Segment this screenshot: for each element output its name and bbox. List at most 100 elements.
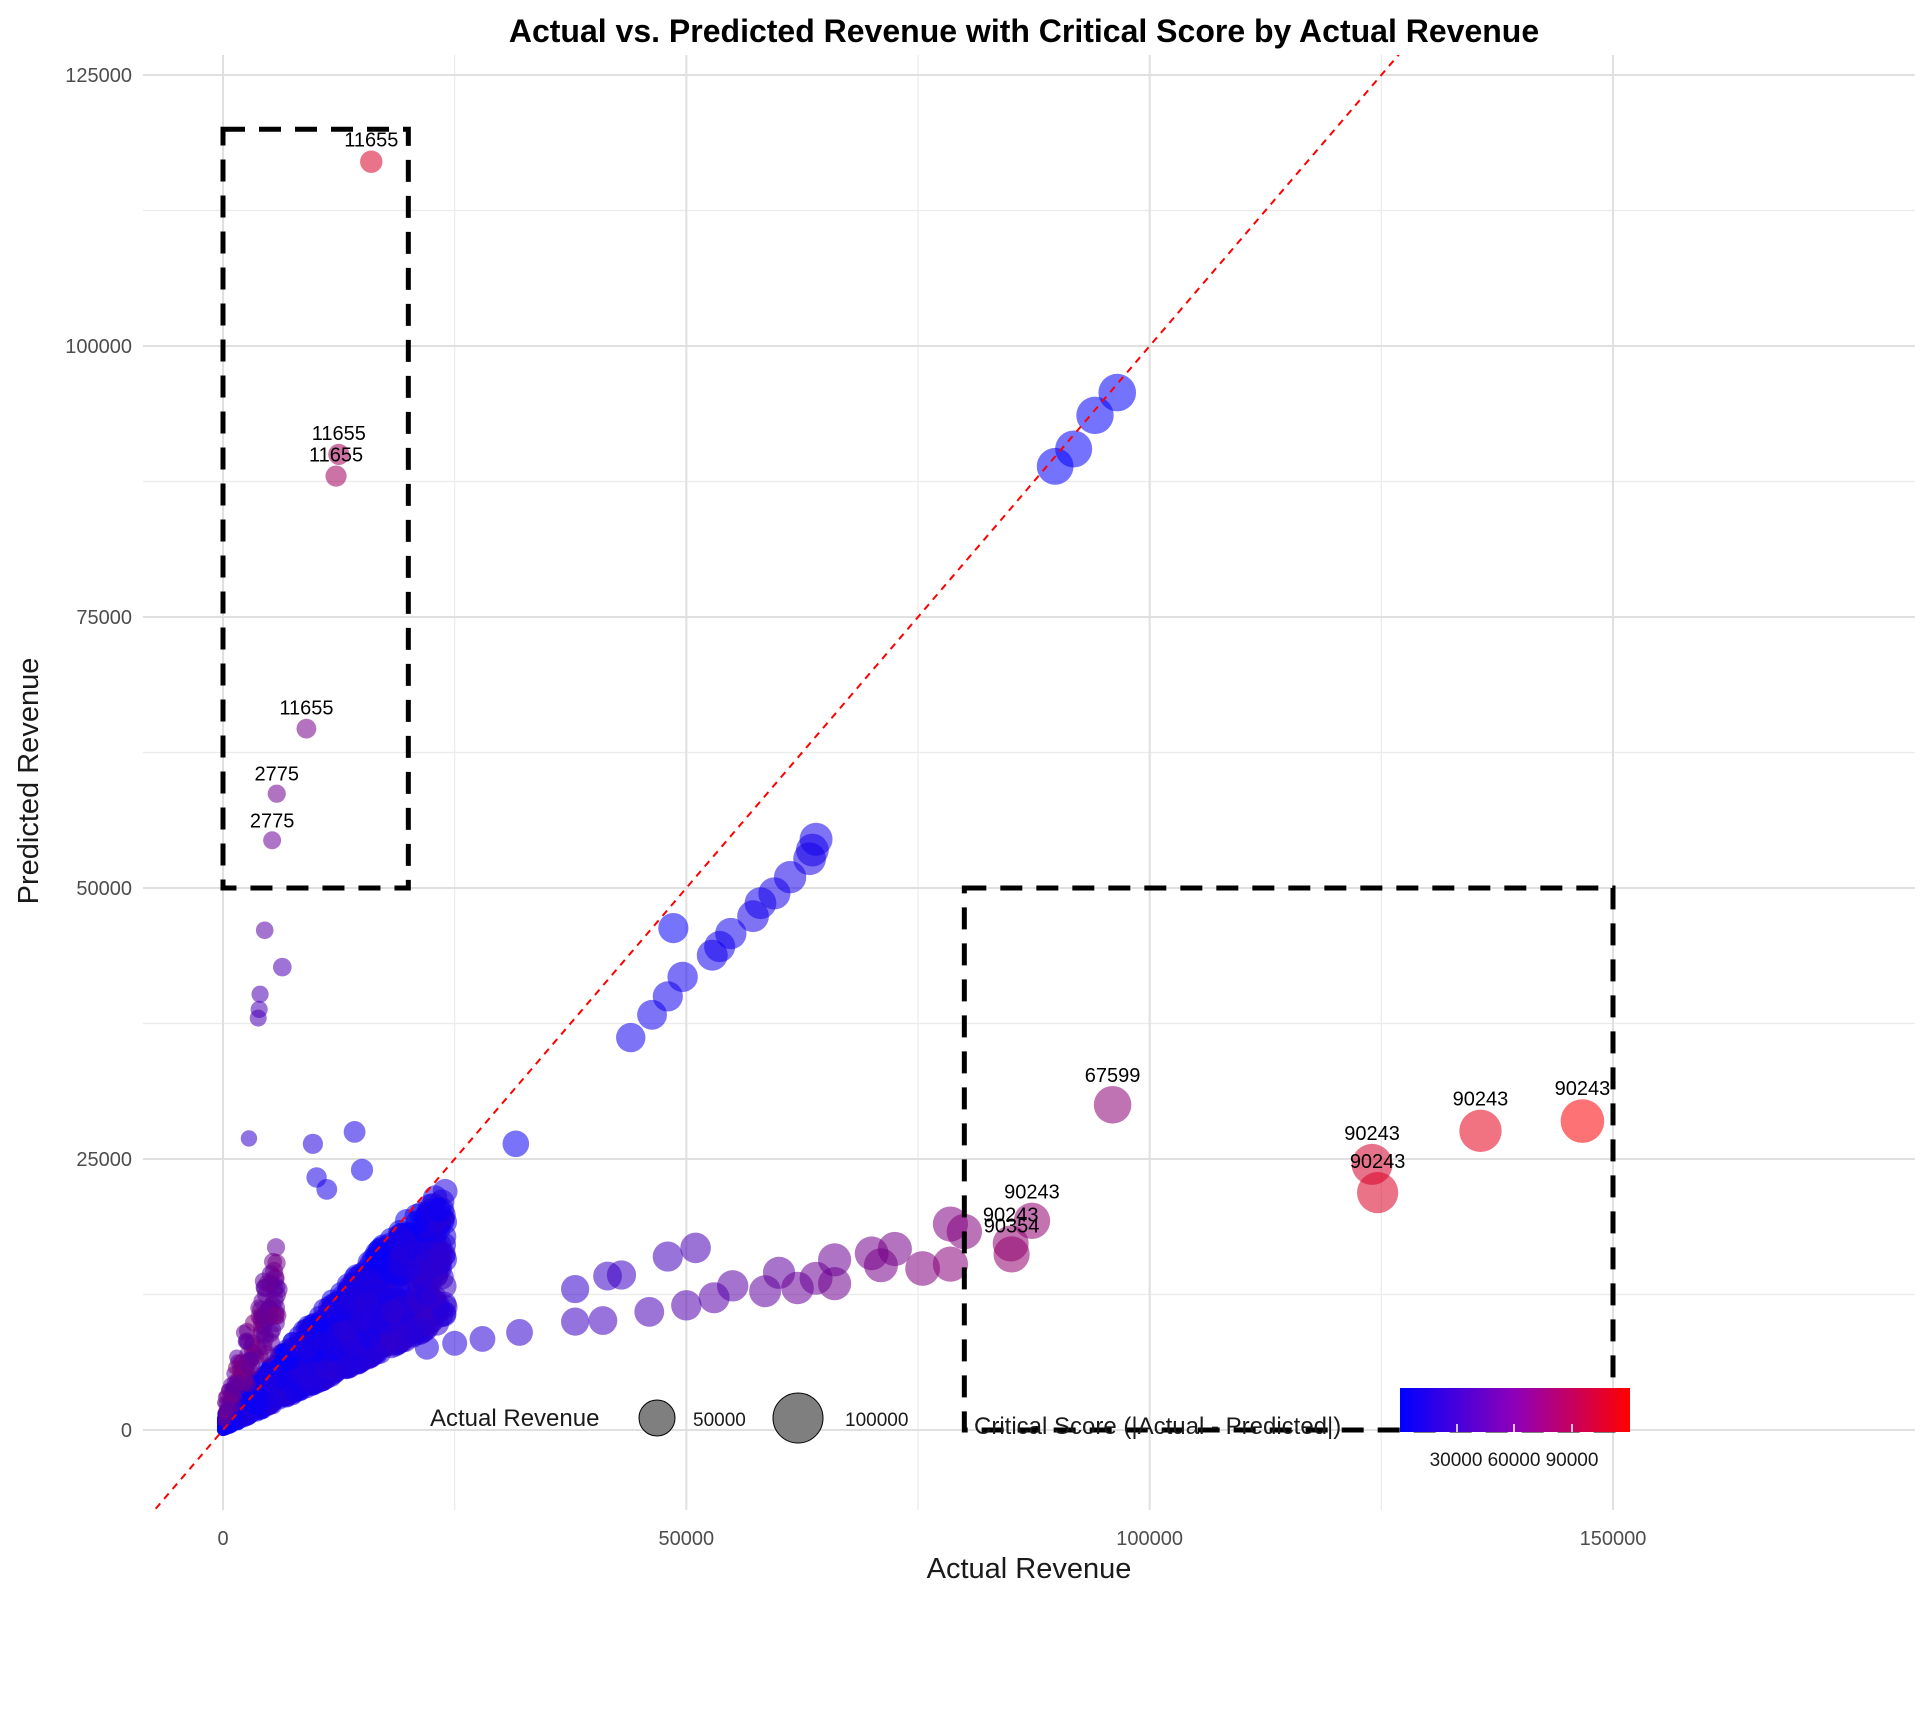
data-point xyxy=(219,1402,234,1416)
y-tick-label: 25000 xyxy=(76,1149,132,1171)
data-point xyxy=(298,1337,319,1358)
data-point xyxy=(932,1246,969,1282)
data-point xyxy=(249,1009,267,1027)
data-point xyxy=(616,1022,646,1053)
data-point xyxy=(251,985,269,1003)
point-label: 90243 xyxy=(1453,1089,1509,1111)
size-legend-circle-large xyxy=(772,1392,824,1444)
data-point xyxy=(863,1248,898,1283)
data-point xyxy=(561,1274,590,1304)
highlight-box xyxy=(961,885,1616,1433)
color-legend: Critical Score (|Actual - Predicted|) 30… xyxy=(974,1388,1630,1471)
highlight-box xyxy=(220,126,411,891)
data-point xyxy=(325,465,347,487)
data-point xyxy=(1098,373,1137,412)
point-label: 11655 xyxy=(312,423,366,445)
data-point xyxy=(279,1351,299,1371)
data-point xyxy=(350,1270,374,1293)
data-point xyxy=(328,443,350,465)
data-point xyxy=(343,1121,366,1143)
point-label: 11655 xyxy=(279,698,333,720)
reference-line xyxy=(153,55,1400,1510)
point-label: 2775 xyxy=(254,764,299,786)
data-point xyxy=(349,1309,372,1332)
size-legend-circle-small xyxy=(638,1399,676,1437)
data-point xyxy=(1560,1099,1605,1143)
data-point xyxy=(405,1210,430,1235)
data-point xyxy=(296,718,317,739)
data-point xyxy=(316,1178,338,1200)
x-tick-label: 150000 xyxy=(1580,1528,1647,1550)
data-point xyxy=(502,1130,530,1158)
size-legend-label-small: 50000 xyxy=(693,1410,746,1431)
data-point xyxy=(1357,1172,1399,1214)
data-point xyxy=(333,1320,355,1342)
data-point xyxy=(284,1383,304,1403)
data-point xyxy=(298,1370,319,1391)
x-tick-label: 50000 xyxy=(659,1528,715,1550)
point-label: 90243 xyxy=(983,1205,1039,1227)
data-point xyxy=(267,784,286,803)
data-point xyxy=(235,1324,252,1341)
data-point xyxy=(469,1326,496,1352)
size-legend: Actual Revenue 50000 100000 xyxy=(430,1392,908,1444)
y-axis-ticks: 0 25000 50000 75000 100000 125000 xyxy=(65,65,132,1442)
data-point xyxy=(381,1299,405,1323)
data-point xyxy=(652,1241,683,1272)
data-point xyxy=(253,1292,271,1310)
data-point xyxy=(339,1354,362,1376)
data-points xyxy=(240,150,1605,1360)
color-legend-bar xyxy=(1400,1388,1630,1432)
data-point xyxy=(217,1390,231,1404)
data-point xyxy=(255,921,274,940)
point-label: 90354 xyxy=(984,1215,1040,1237)
data-point xyxy=(231,1374,248,1391)
data-point xyxy=(240,1359,258,1376)
y-axis-title: Predicted Revenue xyxy=(13,658,45,905)
data-point xyxy=(307,1313,329,1335)
data-point xyxy=(360,150,383,173)
data-point xyxy=(658,913,689,944)
y-tick-label: 100000 xyxy=(65,336,132,358)
color-legend-title: Critical Score (|Actual - Predicted|) xyxy=(974,1413,1341,1440)
y-tick-label: 0 xyxy=(121,1420,132,1442)
data-point xyxy=(258,1364,276,1383)
point-label: 90243 xyxy=(1555,1078,1611,1100)
data-point xyxy=(561,1307,590,1336)
point-label: 67599 xyxy=(1085,1065,1141,1087)
data-point xyxy=(818,1243,852,1277)
data-point xyxy=(442,1330,468,1356)
point-label: 2775 xyxy=(250,810,295,832)
data-point xyxy=(430,1243,455,1268)
chart-title: Actual vs. Predicted Revenue with Critic… xyxy=(509,13,1539,49)
data-point xyxy=(431,1273,457,1299)
data-point xyxy=(261,1324,280,1343)
data-point xyxy=(680,1232,711,1264)
data-point xyxy=(266,1238,286,1257)
size-legend-label-large: 100000 xyxy=(845,1410,908,1431)
color-legend-tick-label: 90000 xyxy=(1546,1450,1599,1471)
color-legend-tick-label: 30000 xyxy=(1430,1450,1483,1471)
x-axis-title: Actual Revenue xyxy=(927,1553,1132,1585)
color-legend-tick-label: 60000 xyxy=(1488,1450,1541,1471)
data-point xyxy=(671,1290,702,1321)
data-point xyxy=(818,1267,852,1301)
highlight-boxes xyxy=(220,126,1616,1433)
data-point xyxy=(1055,430,1093,468)
data-point xyxy=(432,1178,458,1204)
point-label: 90243 xyxy=(1004,1182,1060,1204)
point-label: 90243 xyxy=(1344,1123,1400,1145)
dense-cluster xyxy=(216,1178,458,1437)
data-point xyxy=(905,1251,941,1286)
data-point xyxy=(389,1254,413,1278)
data-point xyxy=(1013,1202,1051,1239)
data-point xyxy=(506,1319,533,1346)
data-point xyxy=(316,1359,338,1381)
point-label: 90243 xyxy=(1350,1151,1406,1173)
data-point xyxy=(698,1282,730,1314)
data-point xyxy=(799,822,833,856)
data-point xyxy=(254,1309,272,1327)
data-point xyxy=(667,961,698,993)
point-label: 11655 xyxy=(344,129,398,151)
